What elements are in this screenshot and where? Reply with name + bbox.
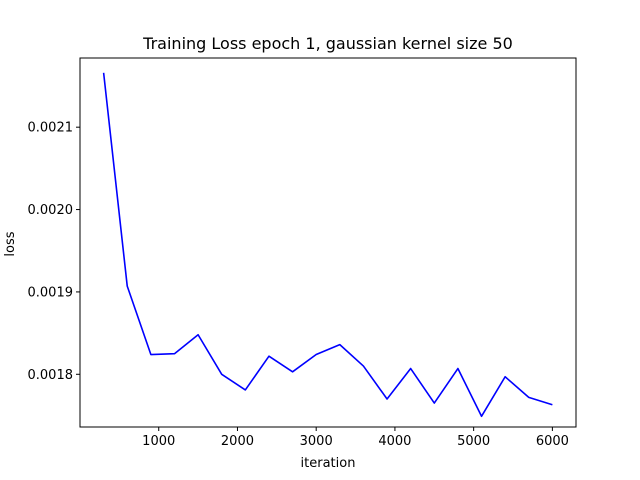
plot-frame (79, 57, 577, 428)
y-axis-label: loss (3, 231, 18, 256)
chart-title: Training Loss epoch 1, gaussian kernel s… (142, 34, 513, 53)
y-tick-label: 0.0019 (28, 285, 74, 300)
x-tick-label: 2000 (221, 434, 254, 449)
x-tick-label: 4000 (378, 434, 411, 449)
x-tick-label: 3000 (300, 434, 333, 449)
x-tick-label: 6000 (536, 434, 569, 449)
x-tick-label: 1000 (142, 434, 175, 449)
x-axis-label: iteration (301, 456, 356, 471)
plot-layer: 1000 2000 3000 4000 5000 6000 0.0018 0.0019 0.00… (28, 57, 577, 449)
y-tick-label: 0.0021 (28, 121, 74, 136)
y-tick-label: 0.0020 (28, 203, 74, 218)
y-tick-label: 0.0018 (28, 368, 74, 383)
series-line-0 (102, 72, 553, 418)
x-tick-label: 5000 (457, 434, 490, 449)
